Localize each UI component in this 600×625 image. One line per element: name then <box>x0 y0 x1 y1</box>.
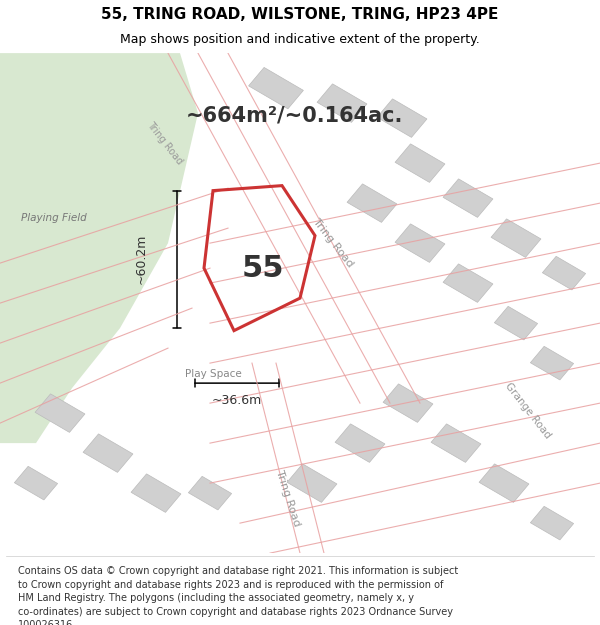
Text: Tring Road: Tring Road <box>311 217 355 269</box>
Text: ~664m²/~0.164ac.: ~664m²/~0.164ac. <box>186 106 403 126</box>
Polygon shape <box>479 464 529 503</box>
Polygon shape <box>248 68 304 109</box>
Text: Playing Field: Playing Field <box>21 213 87 223</box>
Text: ~60.2m: ~60.2m <box>134 234 148 284</box>
Polygon shape <box>443 264 493 302</box>
Polygon shape <box>317 84 367 122</box>
Polygon shape <box>377 99 427 138</box>
Polygon shape <box>530 506 574 540</box>
Polygon shape <box>491 219 541 258</box>
Text: Tring Road: Tring Road <box>145 120 185 166</box>
Text: 55, TRING ROAD, WILSTONE, TRING, HP23 4PE: 55, TRING ROAD, WILSTONE, TRING, HP23 4P… <box>101 8 499 22</box>
Polygon shape <box>395 224 445 262</box>
Polygon shape <box>287 464 337 503</box>
Text: 55: 55 <box>242 254 284 282</box>
Polygon shape <box>494 306 538 340</box>
Polygon shape <box>131 474 181 512</box>
Polygon shape <box>347 184 397 222</box>
Text: Map shows position and indicative extent of the property.: Map shows position and indicative extent… <box>120 32 480 46</box>
Text: Contains OS data © Crown copyright and database right 2021. This information is : Contains OS data © Crown copyright and d… <box>18 566 458 625</box>
Polygon shape <box>383 384 433 423</box>
Polygon shape <box>443 179 493 217</box>
Polygon shape <box>188 476 232 510</box>
Polygon shape <box>542 256 586 290</box>
Polygon shape <box>83 434 133 472</box>
Polygon shape <box>35 394 85 432</box>
Text: Grange Road: Grange Road <box>503 381 553 441</box>
Polygon shape <box>14 466 58 500</box>
Text: Tring Road: Tring Road <box>274 469 302 528</box>
Polygon shape <box>431 424 481 462</box>
Text: Play Space: Play Space <box>185 369 241 379</box>
Polygon shape <box>530 346 574 380</box>
Text: ~36.6m: ~36.6m <box>212 394 262 407</box>
Polygon shape <box>395 144 445 182</box>
Polygon shape <box>0 53 198 443</box>
Polygon shape <box>335 424 385 462</box>
